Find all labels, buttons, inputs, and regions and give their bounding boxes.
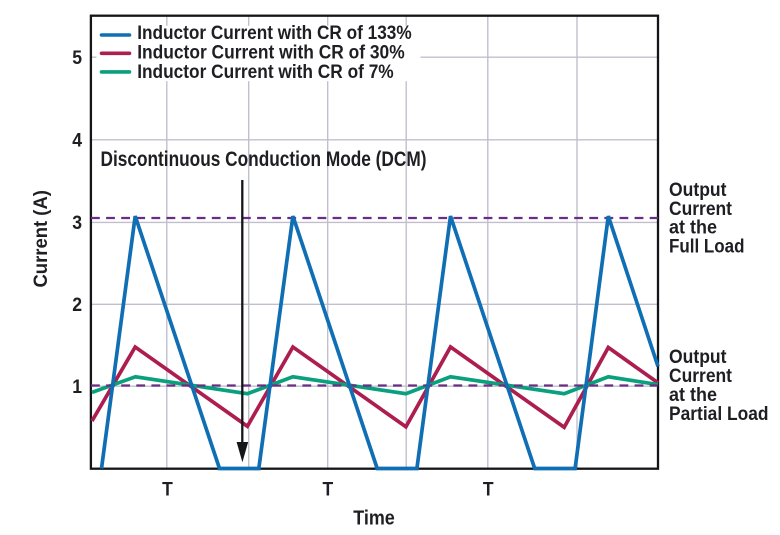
svg-text:5: 5 (72, 47, 82, 69)
svg-text:Discontinuous Conduction Mode: Discontinuous Conduction Mode (DCM) (101, 147, 427, 171)
svg-text:2: 2 (72, 294, 82, 316)
svg-text:1: 1 (72, 376, 82, 398)
svg-text:Full Load: Full Load (669, 237, 745, 258)
svg-text:4: 4 (72, 130, 82, 152)
svg-text:Output: Output (669, 347, 727, 368)
svg-text:at the: at the (669, 385, 717, 406)
svg-text:T: T (322, 478, 333, 500)
svg-text:Partial Load: Partial Load (669, 404, 769, 425)
svg-text:T: T (162, 478, 173, 500)
svg-text:Time: Time (353, 507, 395, 530)
svg-text:Inductor Current with CR of 30: Inductor Current with CR of 30% (137, 43, 405, 64)
svg-text:3: 3 (72, 212, 82, 234)
svg-text:T: T (483, 478, 494, 500)
svg-text:Current: Current (669, 199, 733, 220)
svg-text:Output: Output (669, 180, 727, 201)
svg-text:Inductor Current with CR of 7%: Inductor Current with CR of 7% (137, 62, 394, 83)
svg-text:at the: at the (669, 218, 717, 239)
svg-text:Current: Current (669, 366, 733, 387)
svg-text:Inductor Current with CR of 13: Inductor Current with CR of 133% (137, 23, 412, 44)
svg-text:Current (A): Current (A) (30, 190, 52, 287)
